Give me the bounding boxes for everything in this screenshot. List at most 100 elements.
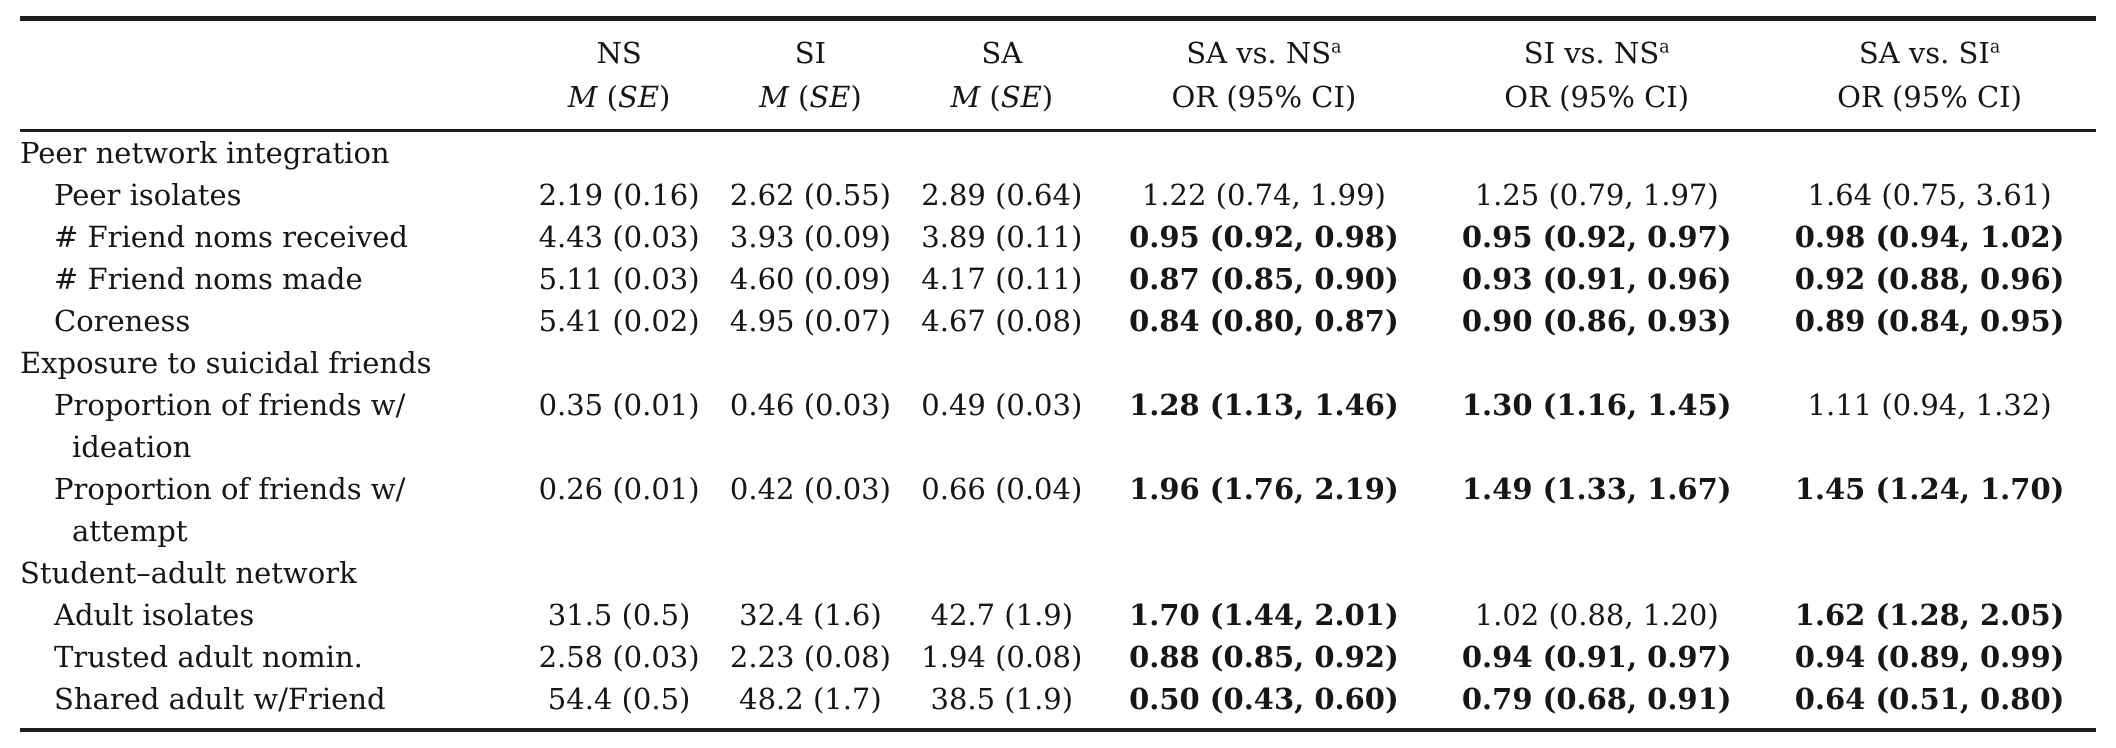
row-label: Coreness	[54, 304, 191, 338]
or-cell-sa-vs-si: 1.11 (0.94, 1.32)	[1807, 388, 2052, 422]
ns-abbr: NS	[596, 36, 642, 70]
data-row-friend-noms-made: # Friend noms made 5.11 (0.03) 4.60 (0.0…	[20, 258, 2096, 300]
mean-cell-si: 2.23 (0.08)	[729, 640, 891, 674]
mean-cell-sa: 4.67 (0.08)	[921, 304, 1083, 338]
row-label-cell: Trusted adult nomin.	[20, 636, 523, 678]
row-label-line1: Proportion of friends w/	[54, 472, 406, 506]
or-cell-si-vs-ns: 1.30 (1.16, 1.45)	[1461, 388, 1732, 422]
mean-cell-si: 3.93 (0.09)	[729, 220, 891, 254]
results-table: NS M (SE) SI M (SE) SA M (SE) SA vs. NSa…	[20, 16, 2096, 732]
si-vs-ns-label: SI vs. NSa	[1523, 36, 1670, 70]
header-row: NS M (SE) SI M (SE) SA M (SE) SA vs. NSa…	[20, 18, 2096, 132]
or-cell-sa-vs-si: 1.64 (0.75, 3.61)	[1807, 178, 2052, 212]
or-cell-sa-vs-si: 0.98 (0.94, 1.02)	[1794, 220, 2065, 254]
data-row-peer-isolates: Peer isolates 2.19 (0.16) 2.62 (0.55) 2.…	[20, 174, 2096, 216]
si-stat-line: M (SE)	[759, 80, 862, 114]
mean-cell-ns: 5.11 (0.03)	[538, 262, 700, 296]
or-cell-si-vs-ns: 0.94 (0.91, 0.97)	[1461, 640, 1732, 674]
or-cell-si-vs-ns: 1.25 (0.79, 1.97)	[1474, 178, 1719, 212]
or-cell-si-vs-ns: 0.93 (0.91, 0.96)	[1461, 262, 1732, 296]
row-label: Peer isolates	[54, 178, 242, 212]
column-header-rowlabels	[20, 18, 524, 132]
mean-cell-sa: 0.49 (0.03)	[921, 388, 1083, 422]
row-label: Adult isolates	[54, 598, 255, 632]
column-header-sa-vs-ns: SA vs. NSa OR (95% CI)	[1097, 18, 1431, 132]
or-cell-sa-vs-si: 1.62 (1.28, 2.05)	[1794, 598, 2065, 632]
or-cell-sa-vs-si: 1.45 (1.24, 1.70)	[1794, 472, 2065, 506]
or-cell-sa-vs-ns: 1.96 (1.76, 2.19)	[1129, 472, 1399, 506]
mean-cell-si: 0.42 (0.03)	[729, 472, 891, 506]
row-label-line2: attempt	[72, 514, 188, 548]
or-cell-sa-vs-ns: 1.28 (1.13, 1.46)	[1129, 388, 1399, 422]
section-row-peer-network-integration: Peer network integration	[20, 131, 2096, 175]
or-cell-sa-vs-si: 0.92 (0.88, 0.96)	[1794, 262, 2065, 296]
mean-cell-sa: 0.66 (0.04)	[921, 472, 1083, 506]
ns-stat-line: M (SE)	[567, 80, 671, 114]
column-header-sa-vs-si: SA vs. SIa OR (95% CI)	[1763, 18, 2096, 132]
data-row-proportion-friends-attempt: Proportion of friends w/ attempt 0.26 (0…	[20, 468, 2096, 552]
data-row-friend-noms-received: # Friend noms received 4.43 (0.03) 3.93 …	[20, 216, 2096, 258]
mean-cell-ns: 5.41 (0.02)	[538, 304, 700, 338]
or-cell-sa-vs-ns: 0.84 (0.80, 0.87)	[1129, 304, 1399, 338]
data-row-adult-isolates: Adult isolates 31.5 (0.5) 32.4 (1.6) 42.…	[20, 594, 2096, 636]
sa-vs-si-measure: OR (95% CI)	[1837, 80, 2022, 114]
or-cell-sa-vs-ns: 0.95 (0.92, 0.98)	[1129, 220, 1399, 254]
row-label-cell: Proportion of friends w/ attempt	[20, 468, 523, 552]
or-cell-sa-vs-ns: 1.70 (1.44, 2.01)	[1129, 598, 1399, 632]
row-label-cell: Adult isolates	[20, 594, 523, 636]
sa-abbr: SA	[981, 36, 1023, 70]
mean-cell-ns: 2.19 (0.16)	[538, 178, 700, 212]
sa-stat-line: M (SE)	[950, 80, 1054, 114]
section-label: Exposure to suicidal friends	[20, 346, 432, 380]
si-abbr: SI	[794, 36, 827, 70]
or-cell-sa-vs-si: 0.94 (0.89, 0.99)	[1794, 640, 2065, 674]
mean-cell-sa: 3.89 (0.11)	[921, 220, 1083, 254]
mean-cell-sa: 42.7 (1.9)	[930, 598, 1074, 632]
column-header-sa: SA M (SE)	[906, 18, 1098, 132]
column-header-si-vs-ns: SI vs. NSa OR (95% CI)	[1430, 18, 1764, 132]
column-header-ns: NS M (SE)	[523, 18, 715, 132]
si-vs-ns-measure: OR (95% CI)	[1504, 80, 1690, 114]
row-label: # Friend noms received	[54, 220, 408, 254]
or-cell-sa-vs-si: 0.89 (0.84, 0.95)	[1794, 304, 2065, 338]
or-cell-si-vs-ns: 1.02 (0.88, 1.20)	[1474, 598, 1719, 632]
mean-cell-sa: 38.5 (1.9)	[930, 682, 1074, 716]
sa-vs-si-label: SA vs. SIa	[1858, 36, 2001, 70]
mean-cell-ns: 2.58 (0.03)	[538, 640, 700, 674]
or-cell-si-vs-ns: 0.90 (0.86, 0.93)	[1461, 304, 1732, 338]
footnote-a-marker: a	[1331, 37, 1342, 58]
or-cell-sa-vs-ns: 0.87 (0.85, 0.90)	[1129, 262, 1399, 296]
row-label-cell: Coreness	[20, 300, 523, 342]
mean-cell-si: 32.4 (1.6)	[739, 598, 882, 632]
mean-cell-sa: 1.94 (0.08)	[921, 640, 1083, 674]
mean-cell-ns: 0.26 (0.01)	[538, 472, 700, 506]
mean-cell-si: 4.60 (0.09)	[729, 262, 891, 296]
data-row-coreness: Coreness 5.41 (0.02) 4.95 (0.07) 4.67 (0…	[20, 300, 2096, 342]
row-label-cell: Peer isolates	[20, 174, 523, 216]
row-label-cell: # Friend noms made	[20, 258, 523, 300]
or-cell-sa-vs-si: 0.64 (0.51, 0.80)	[1794, 682, 2065, 716]
data-row-trusted-adult-nominations: Trusted adult nomin. 2.58 (0.03) 2.23 (0…	[20, 636, 2096, 678]
or-cell-sa-vs-ns: 0.88 (0.85, 0.92)	[1129, 640, 1399, 674]
mean-cell-ns: 31.5 (0.5)	[547, 598, 691, 632]
mean-cell-si: 0.46 (0.03)	[729, 388, 891, 422]
row-label: # Friend noms made	[54, 262, 363, 296]
row-label: Trusted adult nomin.	[54, 640, 363, 674]
sa-vs-ns-label: SA vs. NSa	[1186, 36, 1342, 70]
mean-cell-ns: 4.43 (0.03)	[538, 220, 700, 254]
or-cell-si-vs-ns: 0.79 (0.68, 0.91)	[1461, 682, 1732, 716]
row-label-line2: ideation	[72, 430, 192, 464]
data-row-shared-adult-with-friend: Shared adult w/Friend 54.4 (0.5) 48.2 (1…	[20, 678, 2096, 730]
row-label-cell: # Friend noms received	[20, 216, 523, 258]
footnote-a-marker: a	[1659, 37, 1670, 58]
section-row-student-adult-network: Student–adult network	[20, 552, 2096, 594]
mean-cell-si: 2.62 (0.55)	[729, 178, 891, 212]
section-row-exposure-to-suicidal-friends: Exposure to suicidal friends	[20, 342, 2096, 384]
row-label-cell: Proportion of friends w/ ideation	[20, 384, 523, 468]
or-cell-si-vs-ns: 1.49 (1.33, 1.67)	[1461, 472, 1732, 506]
footnote-a-marker: a	[1989, 37, 2001, 58]
mean-cell-sa: 4.17 (0.11)	[921, 262, 1083, 296]
section-label: Peer network integration	[20, 136, 390, 170]
mean-cell-sa: 2.89 (0.64)	[921, 178, 1083, 212]
